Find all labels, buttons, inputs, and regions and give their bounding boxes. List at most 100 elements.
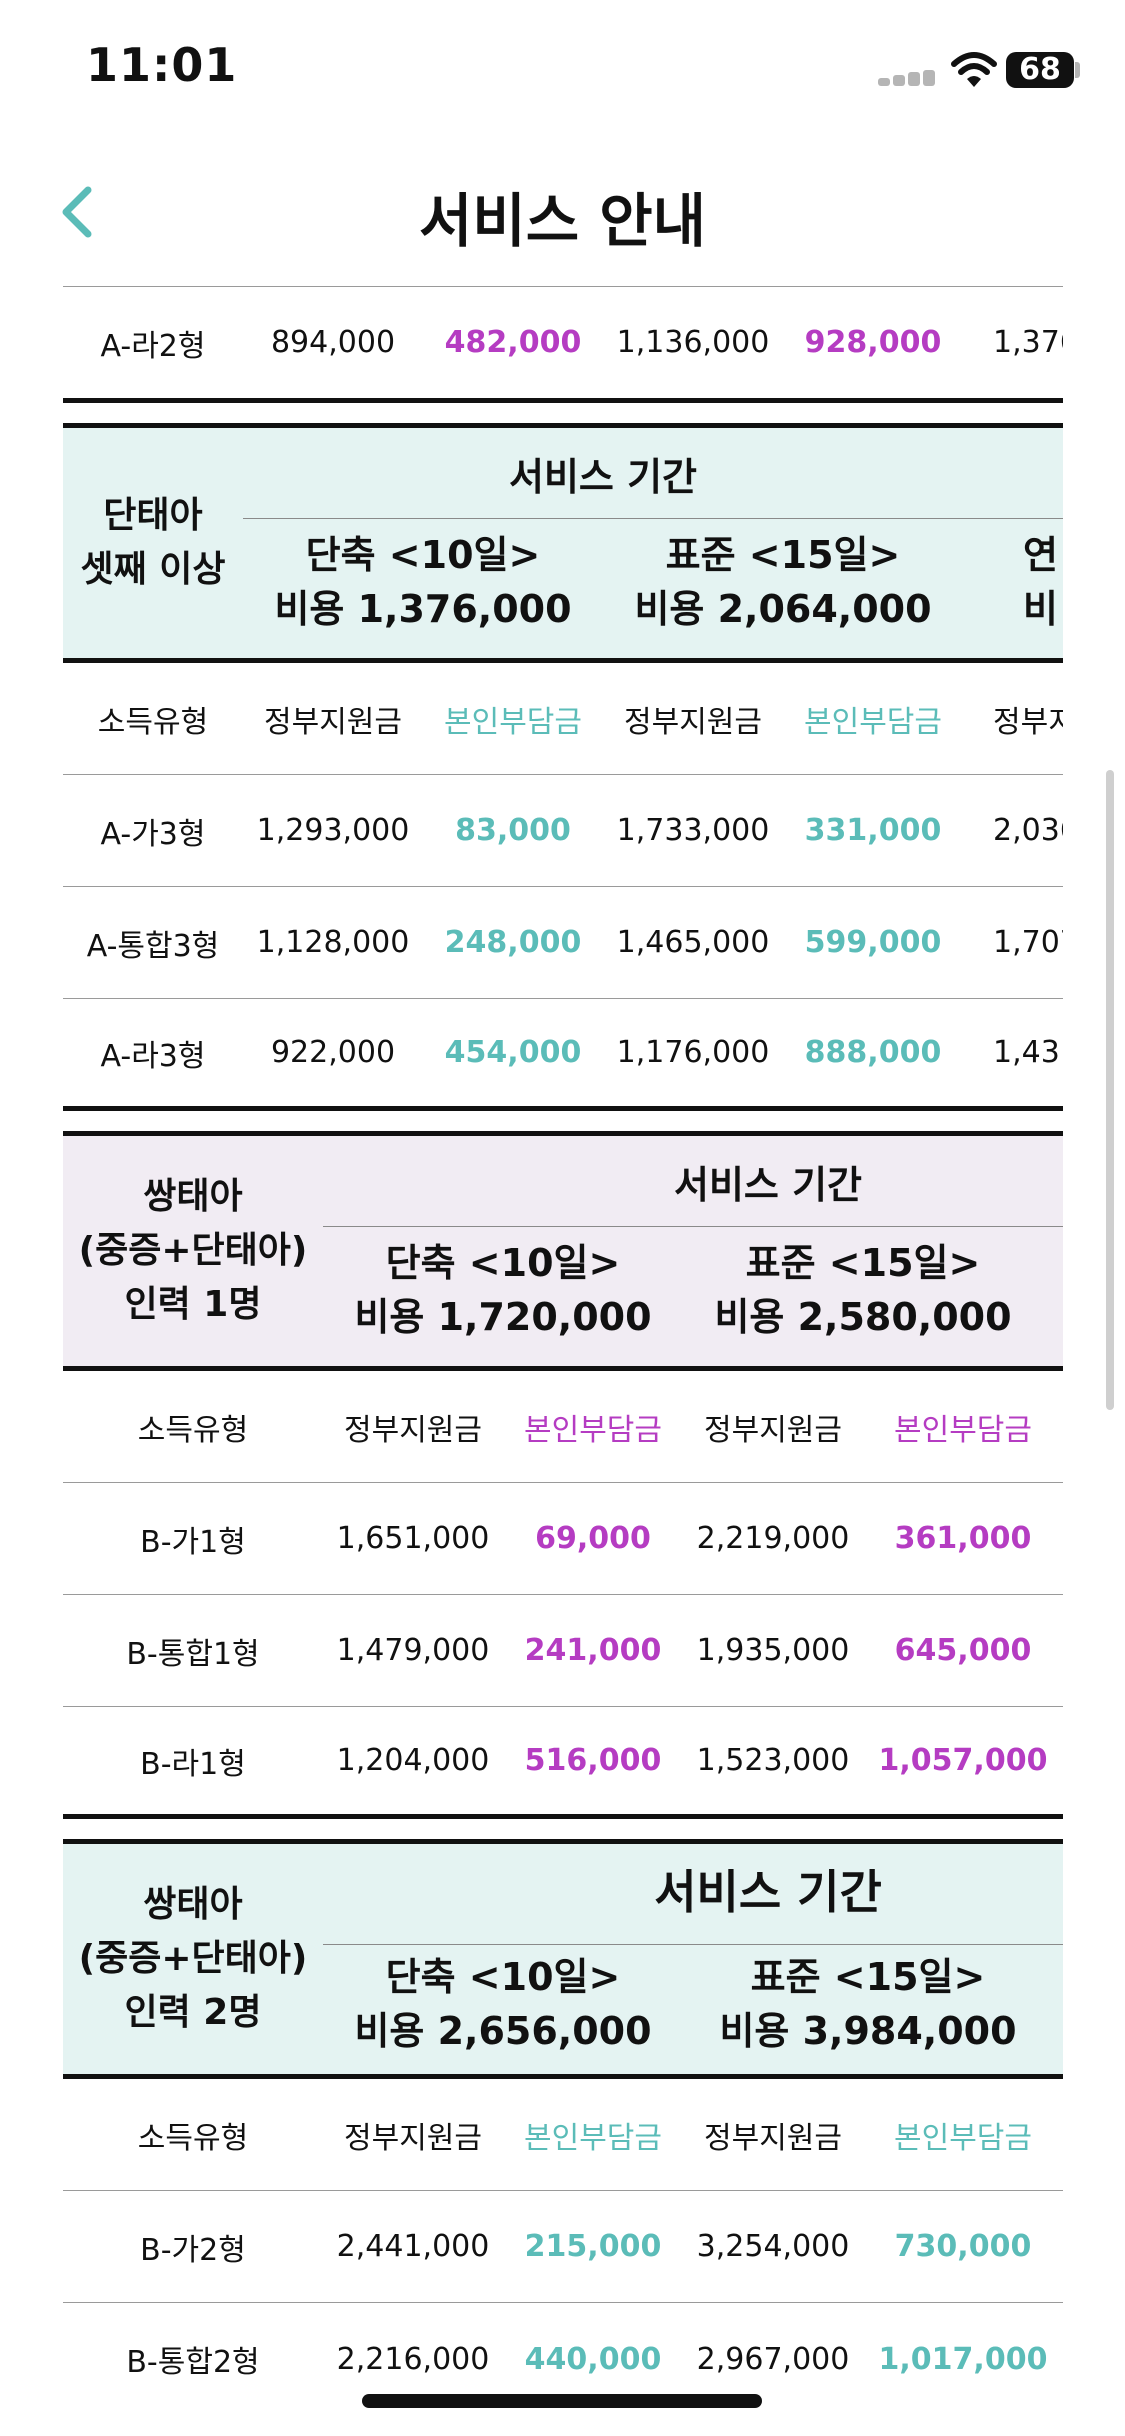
gov-support: 1,479,000 <box>336 1633 490 1668</box>
self-pay: 331,000 <box>804 813 942 848</box>
self-pay: 730,000 <box>894 2229 1032 2264</box>
col-gov-support: 정부지원금 <box>344 2120 482 2156</box>
col-income-type: 소득유형 <box>137 2120 249 2156</box>
header-divider <box>243 518 1063 519</box>
col-self-pay: 본인부담금 <box>894 1412 1032 1448</box>
option-short: 단축 <10일> 비용 2,656,000 <box>354 1955 652 2053</box>
gov-support: 2,036 <box>993 813 1063 848</box>
home-indicator[interactable] <box>362 2394 762 2408</box>
gov-support: 1,935,000 <box>696 1633 850 1668</box>
group-label: 단태아 셋째 이상 <box>80 495 226 590</box>
income-type: B-통합2형 <box>126 2345 260 2380</box>
service-period-label: 서비스 기간 <box>508 454 698 499</box>
gov-support: 1,523,000 <box>696 1743 850 1778</box>
col-self-pay: 본인부담금 <box>444 704 582 740</box>
self-pay: 215,000 <box>524 2229 662 2264</box>
self-pay: 440,000 <box>524 2341 662 2377</box>
col-gov-support: 정부지원금 <box>264 704 402 740</box>
nav-bar: 서비스 안내 <box>0 140 1125 285</box>
table-row: B-가1형 1,651,000 69,000 2,219,000 361,000 <box>63 1483 1063 1595</box>
self-pay: 248,000 <box>444 925 582 960</box>
self-pay: 928,000 <box>804 325 942 360</box>
group-label: 쌍태아 (중증+단태아) 인력 2명 <box>78 1884 308 2033</box>
income-type: A-라2형 <box>100 328 206 364</box>
option-short: 단축 <10일> 비용 1,720,000 <box>354 1241 652 1339</box>
gov-support: 894,000 <box>270 325 396 360</box>
income-type: A-라3형 <box>100 1038 206 1074</box>
col-self-pay: 본인부담금 <box>894 2120 1032 2156</box>
self-pay: 516,000 <box>524 1743 662 1778</box>
page-title: 서비스 안내 <box>419 187 706 255</box>
col-self-pay: 본인부담금 <box>524 2120 662 2156</box>
gov-support: 2,216,000 <box>336 2341 490 2377</box>
header-divider <box>323 1226 1063 1227</box>
gov-support: 1,431 <box>993 1035 1063 1070</box>
table-header-row: 소득유형 정부지원금 본인부담금 정부지원금 본인부담금 정부지 <box>63 663 1063 775</box>
table-row: A-가3형 1,293,000 83,000 1,733,000 331,000… <box>63 775 1063 887</box>
self-pay: 454,000 <box>444 1035 582 1070</box>
group-label: 쌍태아 (중증+단태아) 인력 1명 <box>78 1176 308 1325</box>
col-gov-support: 정부지원금 <box>624 704 762 740</box>
service-fee-tables[interactable]: A-라2형 894,000 482,000 1,136,000 928,000 … <box>63 286 1063 2436</box>
col-gov-support: 정부지원금 <box>704 1412 842 1448</box>
battery-cap <box>1075 62 1080 78</box>
table-header-twins-1-helper: 쌍태아 (중증+단태아) 인력 1명 서비스 기간 단축 <10일> 비용 1,… <box>63 1131 1063 1371</box>
table-row: B-라1형 1,204,000 516,000 1,523,000 1,057,… <box>63 1707 1063 1819</box>
battery-icon: 68 <box>1006 52 1074 88</box>
gov-support: 1,651,000 <box>336 1521 490 1556</box>
status-bar: 11:01 68 <box>0 0 1125 140</box>
header-divider <box>323 1944 1063 1945</box>
col-self-pay: 본인부담금 <box>524 1412 662 1448</box>
option-short: 단축 <10일> 비용 1,376,000 <box>274 533 572 631</box>
col-income-type: 소득유형 <box>97 704 209 740</box>
gov-support: 1,136,000 <box>616 325 770 360</box>
service-period-label: 서비스 기간 <box>654 1865 882 1919</box>
gov-support: 1,128,000 <box>256 925 410 960</box>
income-type: A-가3형 <box>100 816 206 852</box>
gov-support: 1,707 <box>993 925 1063 960</box>
col-gov-support: 정부지원금 <box>344 1412 482 1448</box>
col-gov-support: 정부지원금 <box>704 2120 842 2156</box>
gov-support: 1,293,000 <box>256 813 410 848</box>
income-type: B-가1형 <box>140 1524 246 1560</box>
income-type: B-통합1형 <box>126 1636 260 1672</box>
table-row: A-라3형 922,000 454,000 1,176,000 888,000 … <box>63 999 1063 1111</box>
service-period-label: 서비스 기간 <box>673 1162 863 1207</box>
scrollbar[interactable] <box>1106 770 1114 1410</box>
status-time: 11:01 <box>86 38 238 92</box>
table-row: A-통합3형 1,128,000 248,000 1,465,000 599,0… <box>63 887 1063 999</box>
self-pay: 241,000 <box>524 1633 662 1668</box>
table-row: B-통합1형 1,479,000 241,000 1,935,000 645,0… <box>63 1595 1063 1707</box>
income-type: A-통합3형 <box>86 928 220 964</box>
option-standard: 표준 <15일> 비용 2,064,000 <box>634 533 932 631</box>
self-pay: 361,000 <box>894 1521 1032 1556</box>
self-pay: 1,017,000 <box>878 2341 1048 2377</box>
self-pay: 645,000 <box>894 1633 1032 1668</box>
gov-support: 3,254,000 <box>696 2229 850 2264</box>
option-standard: 표준 <15일> 비용 3,984,000 <box>719 1955 1017 2053</box>
self-pay: 83,000 <box>455 813 571 848</box>
col-income-type: 소득유형 <box>137 1412 249 1448</box>
table-row: A-라2형 894,000 482,000 1,136,000 928,000 … <box>63 286 1063 403</box>
table-header-row: 소득유형 정부지원금 본인부담금 정부지원금 본인부담금 <box>63 2079 1063 2191</box>
col-self-pay: 본인부담금 <box>804 704 942 740</box>
table-row: B-가2형 2,441,000 215,000 3,254,000 730,00… <box>63 2191 1063 2303</box>
col-gov-support: 정부지 <box>993 704 1063 740</box>
income-type: B-라1형 <box>140 1746 246 1782</box>
self-pay: 1,057,000 <box>878 1743 1048 1778</box>
gov-support: 1,204,000 <box>336 1743 490 1778</box>
self-pay: 69,000 <box>535 1521 651 1556</box>
gov-support: 1,465,000 <box>616 925 770 960</box>
income-type: B-가2형 <box>140 2232 246 2268</box>
gov-support: 922,000 <box>270 1035 396 1070</box>
table-header-row: 소득유형 정부지원금 본인부담금 정부지원금 본인부담금 <box>63 1371 1063 1483</box>
option-extended: 연 비 <box>1023 533 1058 631</box>
table-header-single-third: 단태아 셋째 이상 서비스 기간 단축 <10일> 비용 1,376,000 표… <box>63 423 1063 663</box>
self-pay: 888,000 <box>804 1035 942 1070</box>
cellular-signal-icon <box>878 70 938 86</box>
gov-support: 2,219,000 <box>696 1521 850 1556</box>
table-header-twins-2-helpers: 쌍태아 (중증+단태아) 인력 2명 서비스 기간 단축 <10일> 비용 2,… <box>63 1839 1063 2079</box>
wifi-icon <box>951 52 997 87</box>
table-row: B-통합2형 2,216,000 440,000 2,967,000 1,017… <box>63 2303 1063 2415</box>
chevron-left-icon[interactable] <box>50 182 110 242</box>
